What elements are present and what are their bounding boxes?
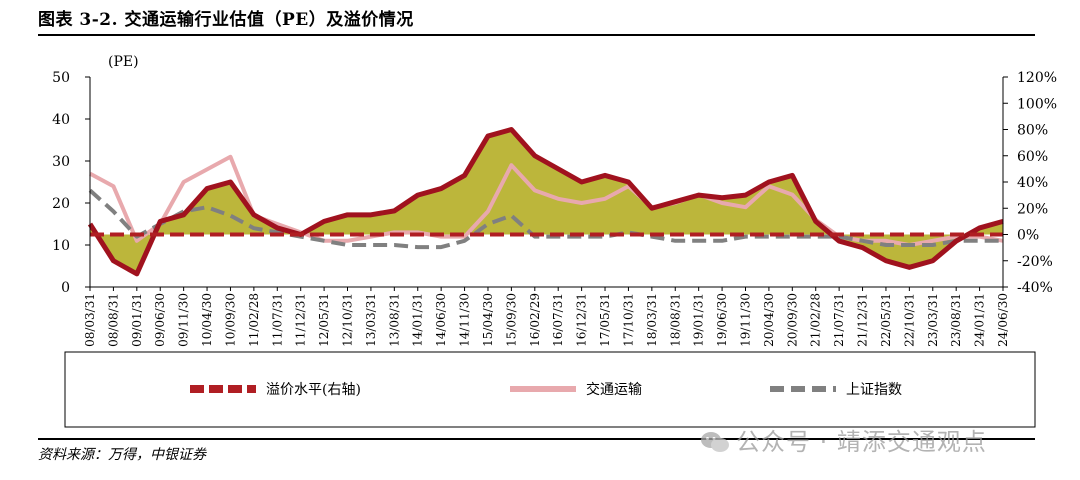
x-tick-label: 16/07/31 <box>551 293 565 347</box>
x-tick-label: 21/12/31 <box>856 293 870 347</box>
right-tick-label: 60% <box>1017 149 1048 165</box>
x-tick-label: 24/01/31 <box>973 293 987 347</box>
right-tick-label: 0% <box>1017 228 1039 244</box>
x-tick-label: 18/08/31 <box>668 293 682 347</box>
x-tick-label: 20/04/30 <box>762 293 776 347</box>
x-tick-label: 14/01/31 <box>411 293 425 347</box>
x-tick-label: 08/03/31 <box>83 293 97 347</box>
left-tick-label: 40 <box>52 112 70 128</box>
x-tick-label: 21/07/31 <box>832 293 846 347</box>
x-tick-label: 10/09/30 <box>223 293 237 347</box>
x-tick-label: 09/06/30 <box>153 293 167 347</box>
chart-title: 图表 3-2. 交通运输行业估值（PE）及溢价情况 <box>38 10 414 30</box>
x-tick-label: 14/06/30 <box>434 293 448 347</box>
legend-label-transport: 交通运输 <box>586 381 642 398</box>
right-tick-label: 120% <box>1017 70 1057 86</box>
series-line-premium <box>87 127 1004 277</box>
x-tick-label: 11/02/28 <box>247 293 261 347</box>
right-tick-label: 20% <box>1017 201 1048 217</box>
x-tick-label: 19/01/31 <box>692 293 706 347</box>
x-tick-label: 18/03/31 <box>645 293 659 347</box>
x-tick-label: 19/06/30 <box>715 293 729 347</box>
watermark-text: 公众号 · 靖添交通观点 <box>736 428 987 456</box>
x-tick-label: 16/02/29 <box>528 293 542 347</box>
legend-label-premium: 溢价水平(右轴) <box>266 382 361 398</box>
axes-layer: 0 10 20 30 40 50 (PE) -40% -20% 0% 20% 40% 60% 80% 100… <box>52 54 1057 347</box>
footer-divider <box>38 438 1035 440</box>
x-tick-label: 13/03/31 <box>364 293 378 347</box>
series-lines-layer <box>87 127 1004 277</box>
x-tick-label: 22/10/31 <box>902 293 916 347</box>
x-tick-label: 17/05/31 <box>598 293 612 347</box>
x-tick-label: 13/08/31 <box>387 293 401 347</box>
title-divider <box>38 34 1035 36</box>
left-tick-label: 20 <box>52 196 70 212</box>
left-tick-label: 10 <box>52 238 70 254</box>
x-tick-label: 11/12/31 <box>294 293 308 347</box>
right-tick-label: 40% <box>1017 175 1048 191</box>
right-tick-label: 80% <box>1017 123 1048 139</box>
right-tick-label: -20% <box>1017 254 1053 270</box>
x-tick-label: 23/03/31 <box>926 293 940 347</box>
left-tick-label: 30 <box>52 154 70 170</box>
chart: 0 10 20 30 40 50 (PE) -40% -20% 0% 20% 40% 60% 80% 100… <box>52 54 1057 428</box>
series-line-sse <box>88 188 1003 250</box>
left-tick-label: 50 <box>52 70 70 86</box>
left-axis-unit: (PE) <box>108 54 139 70</box>
x-tick-label: 21/02/28 <box>809 293 823 347</box>
watermark: 公众号 · 靖添交通观点 <box>700 422 987 457</box>
x-tick-label: 08/08/31 <box>106 293 120 347</box>
x-tick-label: 19/11/30 <box>738 293 752 347</box>
x-tick-label: 17/10/31 <box>621 293 635 347</box>
x-tick-label: 23/08/31 <box>949 293 963 347</box>
x-tick-label: 12/10/31 <box>341 293 355 347</box>
premium-area-layer <box>90 129 1003 274</box>
right-tick-label: 100% <box>1017 96 1057 112</box>
x-tick-label: 24/06/30 <box>996 293 1010 347</box>
x-tick-label: 12/05/31 <box>317 293 331 347</box>
x-tick-label: 22/05/31 <box>879 293 893 347</box>
legend: 溢价水平(右轴) 交通运输 上证指数 <box>64 351 1036 428</box>
legend-label-sse: 上证指数 <box>846 382 902 398</box>
x-tick-label: 10/04/30 <box>200 293 214 347</box>
x-tick-label: 15/04/30 <box>481 293 495 347</box>
left-tick-label: 0 <box>61 280 70 296</box>
legend-box <box>64 351 1036 428</box>
x-tick-label: 11/07/31 <box>270 293 284 347</box>
x-tick-label: 20/09/30 <box>785 293 799 347</box>
x-tick-label: 09/11/30 <box>177 293 191 347</box>
premium-area <box>90 129 1003 274</box>
right-tick-label: -40% <box>1017 280 1053 296</box>
source-note: 资料来源：万得，中银证券 <box>38 447 206 463</box>
x-tick-label: 09/01/31 <box>130 293 144 347</box>
x-tick-label: 16/12/31 <box>575 293 589 347</box>
wechat-icon <box>701 432 729 452</box>
x-tick-label: 15/09/30 <box>504 293 518 347</box>
x-tick-label: 14/11/30 <box>458 293 472 347</box>
